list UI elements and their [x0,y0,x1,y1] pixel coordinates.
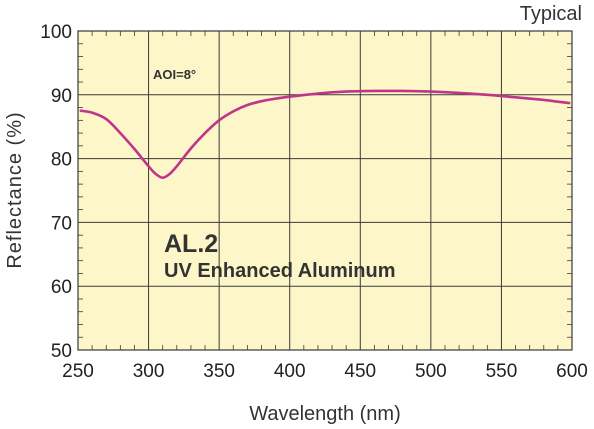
x-tick-label: 350 [203,361,235,382]
y-tick-label: 50 [51,341,72,362]
y-tick-label: 70 [51,213,72,234]
x-tick-label: 400 [274,361,306,382]
x-tick-label: 500 [415,361,447,382]
reflectance-series-line [79,89,571,180]
x-axis-title: Wavelength (nm) [249,403,401,425]
product-code: AL.2 [164,230,218,258]
plot-area [77,30,573,351]
y-tick-label: 60 [51,277,72,298]
x-tick-label: 250 [62,361,94,382]
y-axis-title: Reflectance (%) [4,111,26,268]
minor-grid [78,31,572,350]
y-tick-labels: 50 60 70 80 90 100 [40,22,72,362]
x-tick-label: 300 [133,361,165,382]
y-tick-label: 100 [40,22,72,43]
x-tick-labels: 250 300 350 400 450 500 550 600 [62,361,588,382]
x-tick-label: 450 [344,361,376,382]
x-tick-label: 550 [486,361,518,382]
corner-label: Typical [520,3,582,25]
y-tick-label: 90 [51,86,72,107]
aoi-annotation: AOI=8° [153,67,196,82]
major-grid [77,30,573,351]
product-name: UV Enhanced Aluminum [164,260,396,282]
x-tick-label: 600 [556,361,588,382]
y-tick-label: 80 [51,150,72,171]
